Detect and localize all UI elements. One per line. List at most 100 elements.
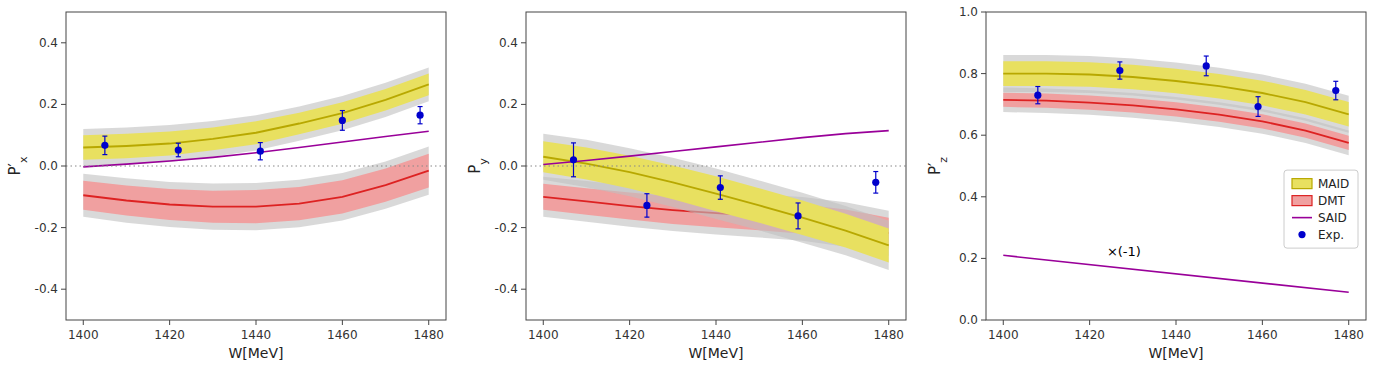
x-tick xyxy=(83,320,84,325)
plot-frame xyxy=(986,12,1366,320)
x-tick-label: 1480 xyxy=(1333,328,1364,342)
x-tick-label: 1460 xyxy=(787,328,818,342)
y-tick-label: 0.0 xyxy=(959,313,978,327)
panel: 14001420144014601480-0.4-0.20.00.20.4W[M… xyxy=(6,12,446,361)
x-tick-label: 1460 xyxy=(1247,328,1278,342)
x-axis-label: W[MeV] xyxy=(688,345,743,361)
error-bar-cap xyxy=(258,159,263,160)
x-tick-label: 1400 xyxy=(68,328,99,342)
y-tick-label: 1.0 xyxy=(959,5,978,19)
y-axis-label: Py xyxy=(466,158,490,174)
y-tick xyxy=(521,42,526,43)
series-line xyxy=(543,131,888,165)
outer-band xyxy=(83,67,428,166)
data-point xyxy=(416,112,423,119)
x-tick-label: 1420 xyxy=(154,328,185,342)
error-bar-cap xyxy=(1204,75,1209,76)
error-bar-cap xyxy=(644,217,649,218)
y-tick-label: -0.2 xyxy=(495,221,518,235)
legend-swatch xyxy=(1292,196,1312,206)
data-point xyxy=(1116,67,1123,74)
y-tick xyxy=(981,196,986,197)
x-tick-label: 1400 xyxy=(988,328,1019,342)
y-axis-label-main: P′ xyxy=(6,162,24,175)
y-tick-label: 0.2 xyxy=(39,97,58,111)
y-tick xyxy=(521,289,526,290)
legend: MAIDDMTSAIDExp. xyxy=(1284,170,1358,248)
data-point xyxy=(1254,103,1261,110)
y-tick-label: -0.2 xyxy=(35,221,58,235)
y-tick-label: 0.2 xyxy=(959,251,978,265)
x-tick-label: 1480 xyxy=(413,328,444,342)
x-tick xyxy=(256,320,257,325)
x-tick xyxy=(629,320,630,325)
error-bar-cap xyxy=(102,136,107,137)
y-tick xyxy=(61,289,66,290)
outer-band xyxy=(1003,55,1348,133)
error-bar-cap xyxy=(418,123,423,124)
x-tick-label: 1400 xyxy=(528,328,559,342)
error-bar-cap xyxy=(176,156,181,157)
y-tick xyxy=(981,320,986,321)
data-point xyxy=(794,212,801,219)
error-bar-cap xyxy=(1333,81,1338,82)
y-tick-label: -0.4 xyxy=(495,282,518,296)
plot-frame xyxy=(526,12,906,320)
y-tick xyxy=(981,258,986,259)
y-tick xyxy=(981,12,986,13)
error-bar-cap xyxy=(1204,55,1209,56)
y-axis-label-main: P′ xyxy=(926,162,944,175)
error-bar-cap xyxy=(1035,103,1040,104)
y-axis-label: P′z xyxy=(926,157,950,175)
inner-band xyxy=(83,74,428,160)
plot-frame xyxy=(66,12,446,320)
data-point xyxy=(1203,62,1210,69)
x-tick xyxy=(1176,320,1177,325)
error-bar-cap xyxy=(1035,86,1040,87)
error-bar-cap xyxy=(571,142,576,143)
x-tick-label: 1480 xyxy=(873,328,904,342)
series-line xyxy=(83,131,428,167)
error-bar-cap xyxy=(571,176,576,177)
y-tick-label: -0.4 xyxy=(35,282,58,296)
x-tick xyxy=(1089,320,1090,325)
y-tick-label: 0.8 xyxy=(959,67,978,81)
error-bar-cap xyxy=(718,175,723,176)
x-axis-label: W[MeV] xyxy=(228,345,283,361)
x-tick xyxy=(1348,320,1349,325)
legend-label: MAID xyxy=(1318,177,1349,191)
error-bar-cap xyxy=(718,199,723,200)
error-bar-cap xyxy=(1117,79,1122,80)
panel: 140014201440146014800.00.20.40.60.81.0W[… xyxy=(926,5,1366,361)
error-bar-cap xyxy=(796,202,801,203)
x-tick xyxy=(1003,320,1004,325)
y-tick-label: 0.4 xyxy=(959,190,978,204)
y-tick xyxy=(61,104,66,105)
legend-label: DMT xyxy=(1318,194,1346,208)
error-bar-cap xyxy=(258,142,263,143)
x-tick xyxy=(888,320,889,325)
y-tick xyxy=(981,135,986,136)
band-center-line xyxy=(543,157,888,246)
y-tick xyxy=(521,166,526,167)
band-center-line xyxy=(1003,74,1348,115)
legend-box xyxy=(1284,170,1358,248)
legend-label: Exp. xyxy=(1318,228,1344,242)
y-tick xyxy=(521,104,526,105)
plot-data xyxy=(66,67,446,230)
data-point xyxy=(101,142,108,149)
panel: 14001420144014601480-0.4-0.20.00.20.4W[M… xyxy=(466,12,906,361)
x-tick xyxy=(716,320,717,325)
y-tick-label: 0.0 xyxy=(39,159,58,173)
x-tick-label: 1440 xyxy=(241,328,272,342)
outer-band xyxy=(543,134,888,270)
y-axis-label-main: P xyxy=(466,165,484,174)
error-bar-cap xyxy=(1256,96,1261,97)
error-bar-cap xyxy=(873,193,878,194)
legend-swatch xyxy=(1292,217,1312,219)
error-bar-cap xyxy=(176,143,181,144)
x-tick-label: 1420 xyxy=(1074,328,1105,342)
inner-band xyxy=(1003,61,1348,126)
figure: 1400 1420 1440 1460 1480 -0.4 -0.2 0.0 0.2 0.4 W[M… xyxy=(0,0,1380,368)
y-tick xyxy=(61,42,66,43)
